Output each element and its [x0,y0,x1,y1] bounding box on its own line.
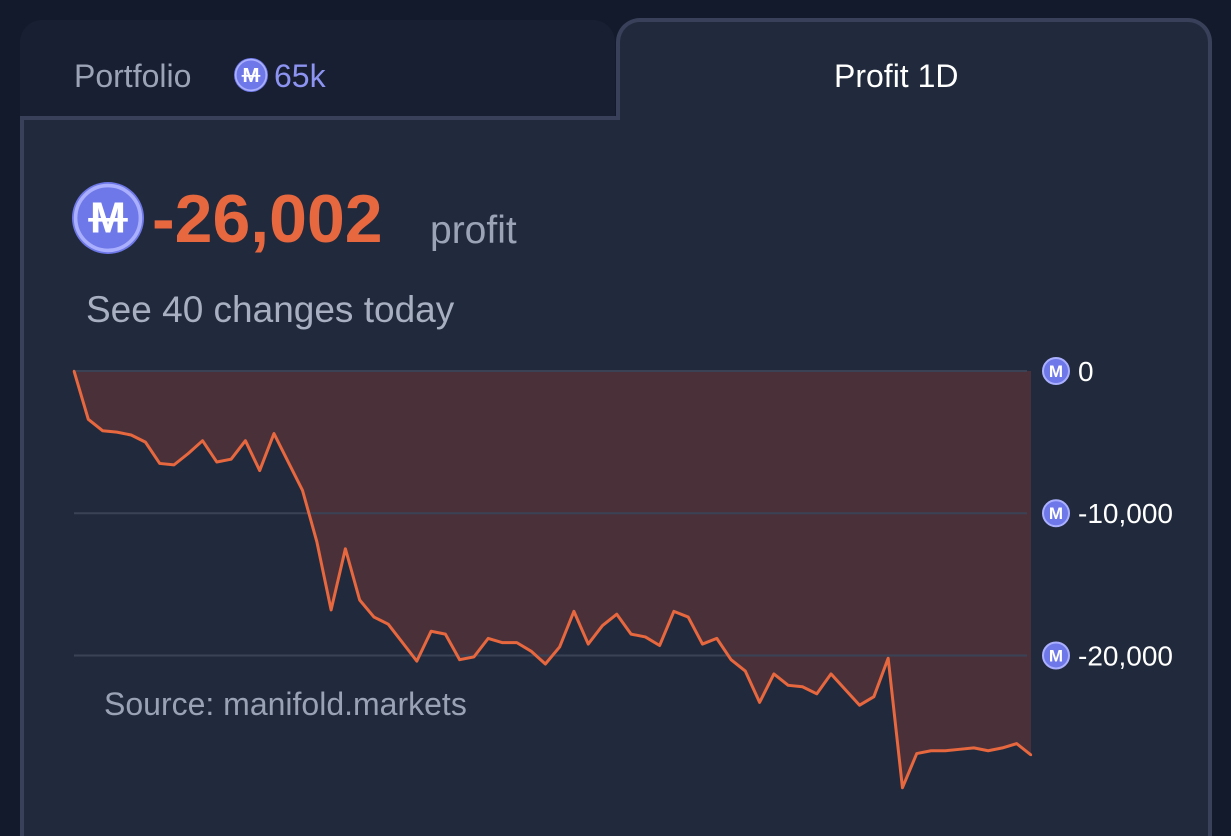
data-point [387,622,390,626]
profit-value: -26,002 [152,181,383,257]
data-point [329,608,333,612]
y-tick-label: -20,000 [1078,640,1173,671]
data-point [772,672,776,676]
data-point [187,452,190,455]
data-point [515,641,518,644]
tab-portfolio-label: Portfolio [74,58,192,94]
data-point [258,469,261,472]
data-point [101,429,104,432]
data-point [372,615,376,619]
data-point [172,463,176,467]
tick-coin-icon: M [1042,499,1070,528]
source-label: Source: manifold.markets [104,686,467,722]
data-point [686,615,690,619]
data-point [886,657,890,660]
data-point [744,669,747,673]
data-point [729,658,733,661]
data-point [858,704,861,707]
data-point [801,685,804,688]
data-point [1001,746,1004,750]
tab-portfolio[interactable]: Portfolio M 65k [20,20,615,116]
data-point [972,746,976,750]
tick-coin-icon: M [1042,357,1070,385]
tab-profit-label: Profit 1D [834,58,959,94]
data-point [487,637,490,640]
changes-link[interactable]: See 40 changes today [86,289,455,330]
data-point [444,632,447,636]
data-point [472,655,476,659]
data-point [601,624,604,627]
y-tick-label: -10,000 [1078,498,1173,529]
portfolio-value: 65k [274,58,326,94]
data-point [158,462,161,465]
data-point [715,637,718,640]
data-point [529,649,533,653]
data-point [829,672,833,676]
data-point [958,748,961,751]
data-point [201,439,204,442]
data-point [415,659,419,663]
data-point [629,632,633,636]
data-point [572,610,576,613]
data-point [672,610,676,613]
data-point [358,598,361,602]
data-point [1015,742,1018,745]
data-point [272,432,276,435]
data-point [144,440,147,444]
panel-divider [20,116,622,120]
data-point [287,460,290,464]
data-point [872,695,876,698]
data-point [401,641,404,644]
data-point [344,547,347,550]
data-point [315,540,319,543]
data-point [986,749,990,752]
svg-text:M: M [1049,362,1063,381]
data-point [229,457,233,461]
data-point [901,786,904,789]
mana-coin-icon: M [72,182,144,254]
area-fill [74,371,1031,788]
data-point [544,662,547,666]
data-point [87,418,90,421]
data-point [115,430,119,434]
tab-profit-1d[interactable]: Profit 1D [620,22,1208,142]
y-tick-label: 0 [1078,356,1094,387]
data-point [458,658,461,661]
data-point [915,752,918,755]
data-point [615,613,618,616]
data-point [587,642,590,646]
svg-text:M: M [1049,504,1063,523]
data-point [844,688,847,691]
data-point [244,439,247,442]
data-point [658,644,661,647]
data-point [758,701,761,704]
svg-text:M: M [1049,646,1063,665]
data-point [215,460,219,464]
data-point [301,489,304,492]
tick-coin-icon: M [1042,641,1070,670]
data-point [815,692,818,696]
profit-suffix: profit [430,209,517,252]
series-line [72,370,1032,790]
data-point [501,641,504,644]
data-point [1029,753,1033,757]
data-point [558,645,561,649]
mana-coin-icon: M [234,58,268,92]
data-point [944,749,947,752]
data-point [129,433,133,437]
data-point [701,642,704,646]
data-point [786,684,790,687]
data-point [429,630,433,633]
data-point [929,749,933,752]
data-point [644,635,647,639]
data-point [72,369,76,373]
